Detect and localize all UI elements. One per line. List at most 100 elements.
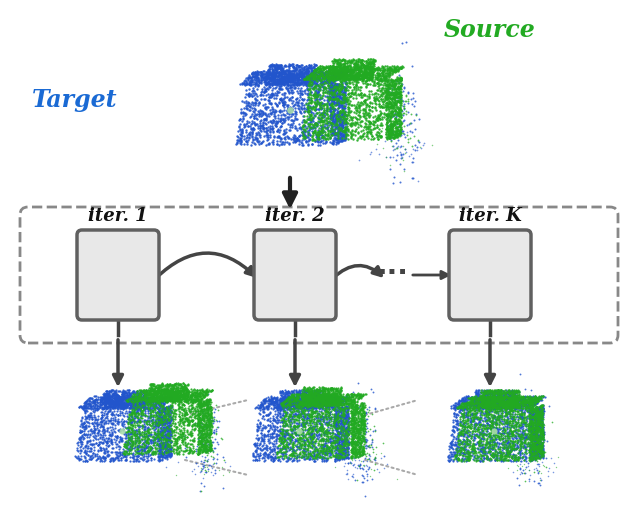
Point (286, 78, 296, 86)
Point (288, 71, 298, 79)
Point (147, 444, 157, 452)
Point (258, 407, 269, 415)
Point (346, 409, 356, 418)
Point (358, 408, 368, 416)
Point (352, 72, 362, 80)
Point (530, 407, 540, 415)
Point (337, 124, 347, 133)
Point (163, 425, 173, 433)
Point (123, 386, 133, 394)
Point (496, 397, 506, 405)
Point (506, 389, 516, 397)
Point (307, 68, 317, 76)
Point (304, 455, 314, 463)
Point (318, 120, 328, 128)
Point (387, 109, 397, 117)
Point (477, 395, 487, 403)
Point (136, 403, 146, 411)
Point (182, 426, 192, 435)
Point (496, 387, 506, 395)
Point (391, 109, 401, 118)
Point (333, 388, 343, 396)
Point (271, 75, 281, 83)
Point (126, 437, 137, 446)
Point (364, 116, 374, 125)
Point (286, 81, 296, 89)
Point (288, 399, 298, 408)
Point (288, 395, 298, 403)
Point (261, 78, 271, 86)
Point (378, 67, 388, 75)
Point (286, 431, 296, 439)
Point (471, 393, 482, 401)
Point (301, 132, 311, 140)
Point (97, 427, 107, 435)
Point (283, 387, 293, 396)
Point (481, 424, 491, 432)
Point (275, 79, 285, 87)
Point (110, 395, 120, 403)
Point (384, 131, 394, 139)
Point (271, 439, 281, 447)
Point (177, 436, 187, 445)
Point (534, 421, 544, 430)
Point (340, 451, 350, 459)
Point (358, 417, 368, 425)
Point (154, 430, 164, 438)
Point (528, 412, 538, 421)
Point (315, 100, 325, 109)
Point (294, 452, 304, 461)
Point (527, 415, 537, 423)
Point (203, 404, 213, 412)
Point (114, 398, 125, 407)
Point (197, 434, 207, 443)
Point (151, 441, 161, 450)
Point (318, 395, 328, 403)
Point (508, 401, 518, 410)
Point (174, 380, 184, 388)
Point (508, 389, 518, 397)
Point (73, 435, 83, 443)
Point (132, 412, 142, 420)
Point (492, 399, 502, 408)
Point (181, 384, 191, 393)
Point (489, 426, 499, 434)
Point (99, 454, 109, 463)
Point (133, 394, 143, 402)
Point (535, 407, 545, 415)
Point (121, 396, 131, 405)
Point (365, 99, 375, 107)
Point (461, 402, 471, 411)
Point (329, 395, 339, 404)
Point (527, 444, 537, 452)
Point (336, 120, 346, 128)
Point (347, 410, 357, 419)
Point (146, 396, 156, 405)
Point (491, 455, 501, 463)
Point (533, 407, 543, 415)
Point (314, 394, 324, 402)
Point (149, 441, 159, 449)
Point (116, 395, 126, 404)
Point (161, 394, 171, 402)
Point (150, 396, 161, 404)
Point (300, 399, 310, 408)
Point (325, 393, 336, 401)
Point (384, 63, 394, 72)
Point (353, 91, 363, 99)
Point (332, 108, 343, 116)
Point (164, 404, 174, 412)
Point (131, 418, 142, 426)
Point (134, 449, 144, 457)
Point (303, 101, 313, 109)
Point (176, 380, 186, 388)
Point (193, 425, 203, 434)
Point (273, 76, 283, 84)
Point (378, 98, 388, 107)
Point (310, 399, 320, 408)
Point (343, 72, 353, 81)
Point (164, 390, 174, 398)
Point (186, 401, 197, 409)
Point (511, 404, 521, 412)
Point (341, 424, 351, 432)
